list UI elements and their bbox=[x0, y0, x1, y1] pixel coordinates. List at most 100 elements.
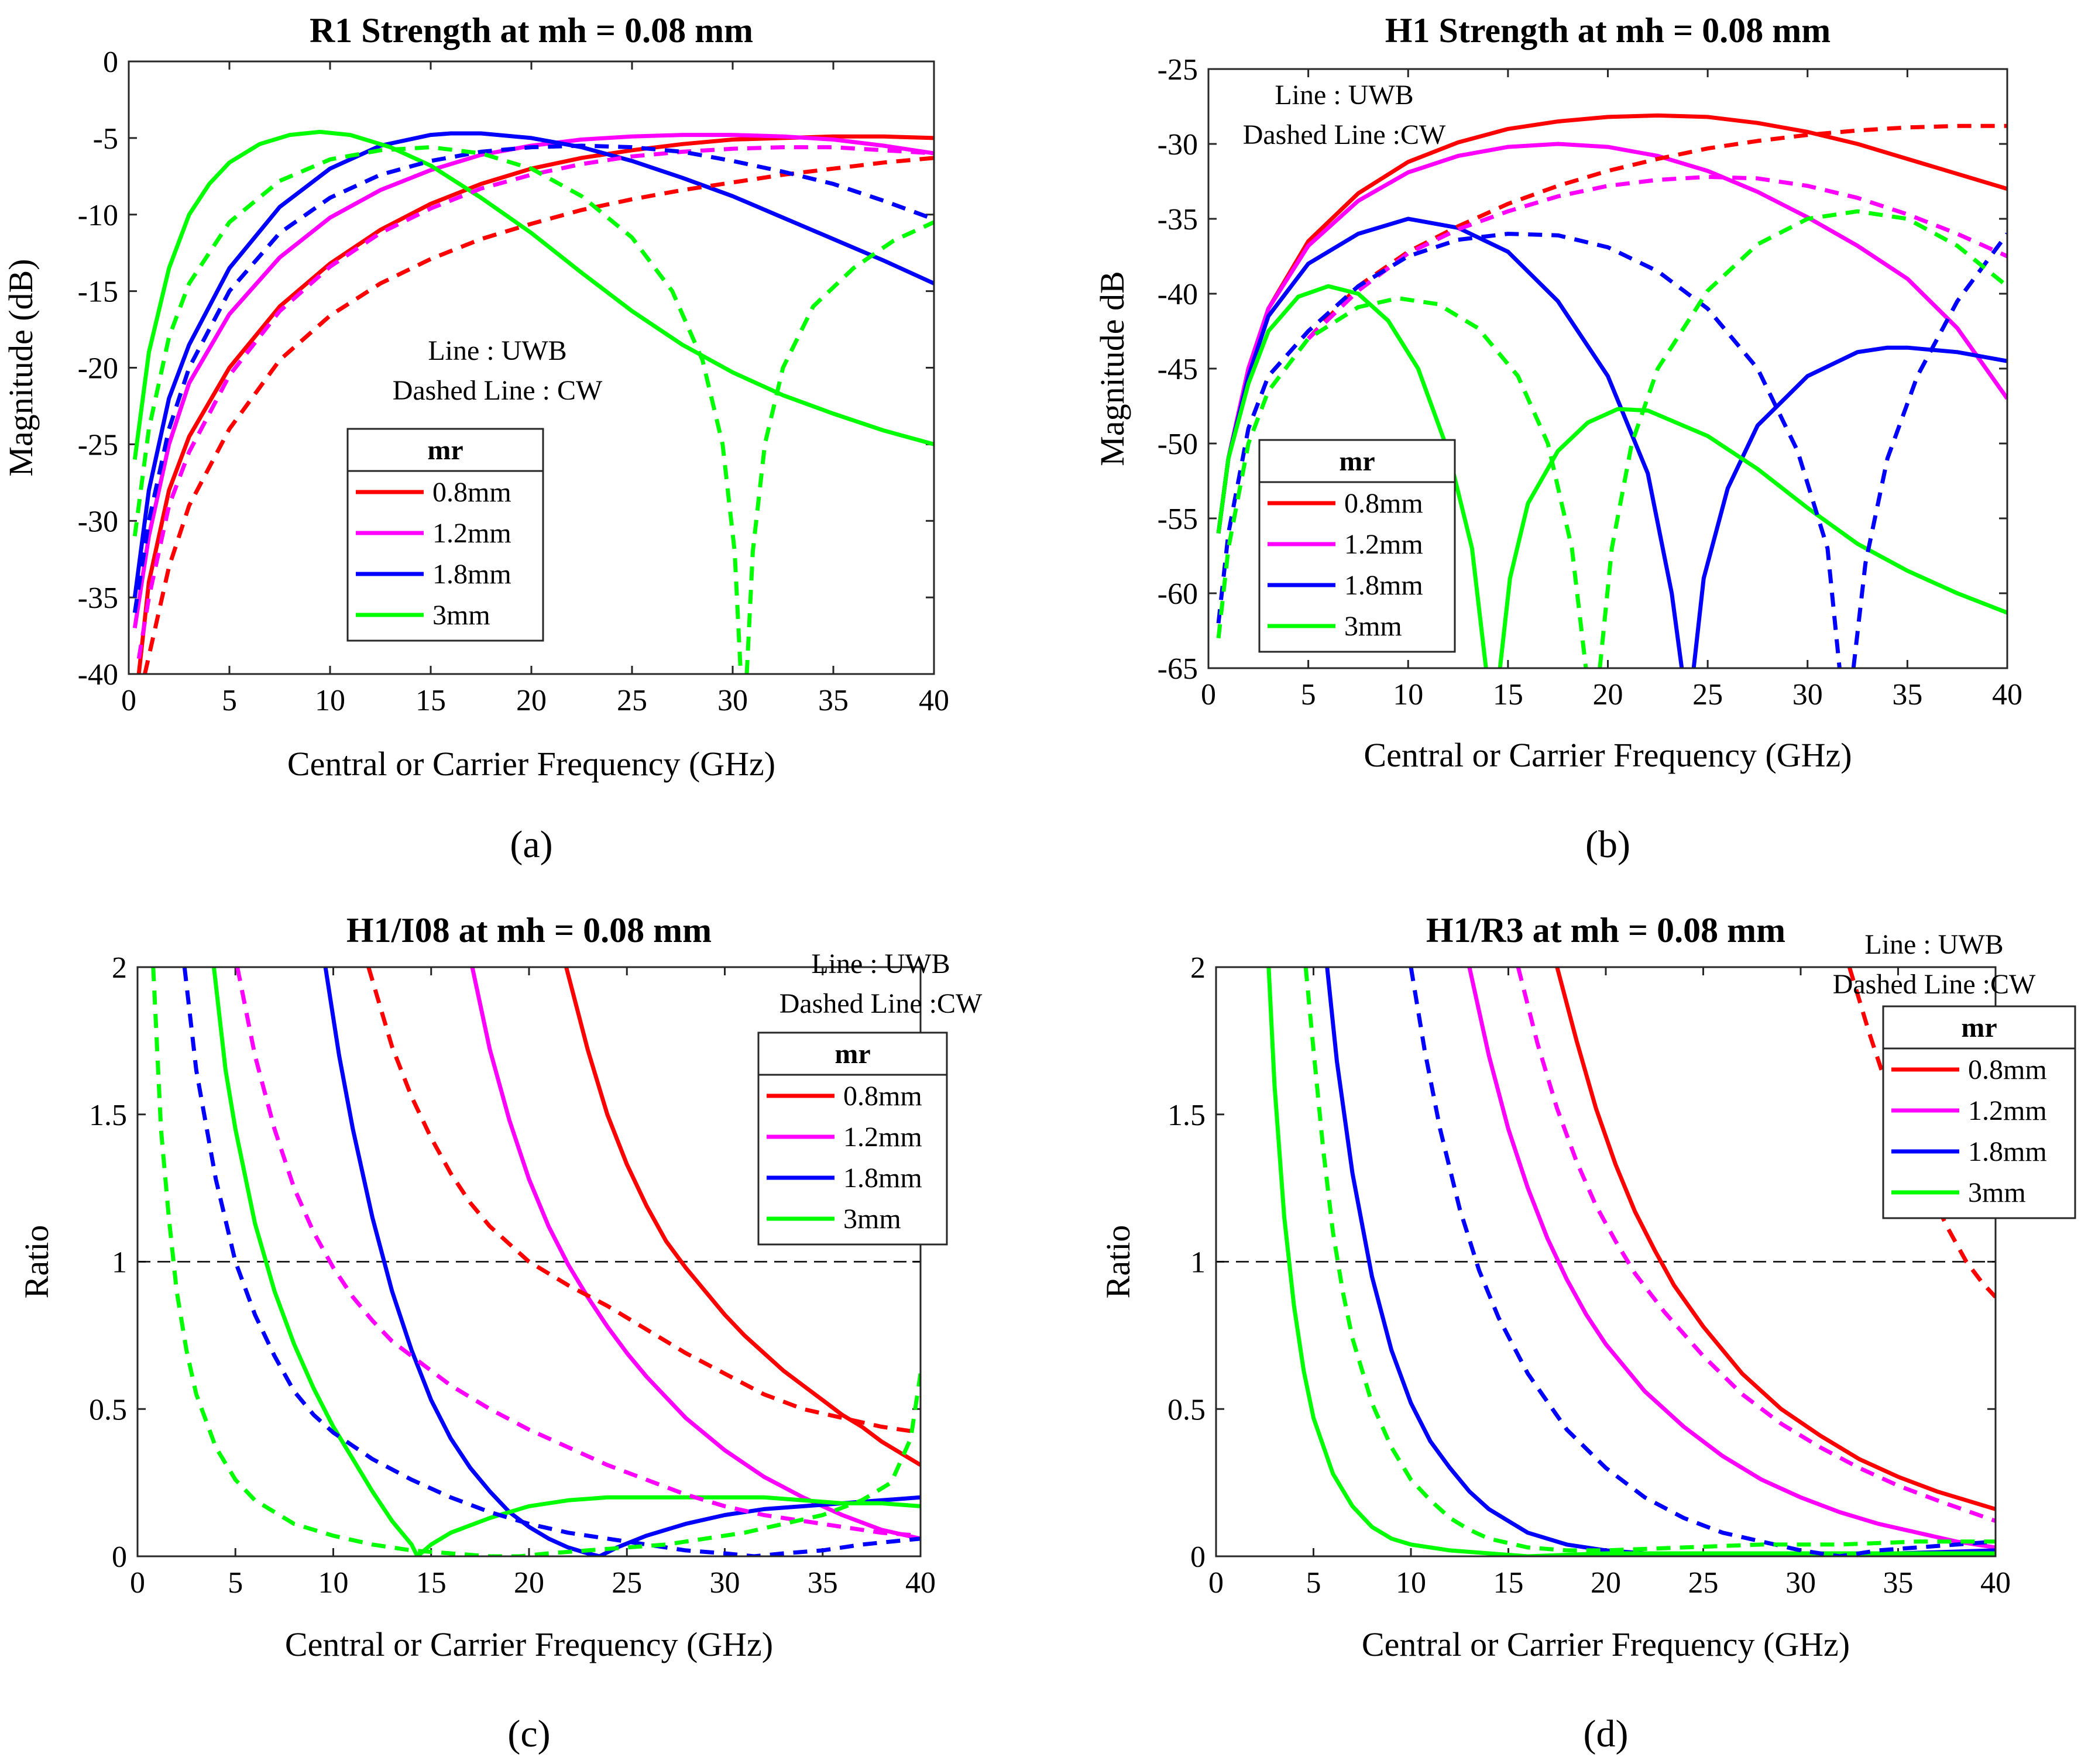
y-tick-label: 1 bbox=[112, 1246, 127, 1280]
x-tick-label: 10 bbox=[1396, 1566, 1426, 1600]
series-line-1p8mm-dashed bbox=[132, 143, 934, 613]
series-line-3mm-dashed bbox=[132, 145, 743, 674]
x-tick-label: 5 bbox=[228, 1566, 243, 1600]
series-group bbox=[1266, 967, 1996, 1556]
y-tick-label: -30 bbox=[78, 505, 118, 538]
y-tick-label: 0.5 bbox=[1167, 1393, 1206, 1426]
y-tick-label: -20 bbox=[78, 352, 118, 386]
axes-box bbox=[136, 966, 922, 1557]
axes-box bbox=[128, 60, 935, 675]
series-line-3mm-dashed bbox=[744, 220, 934, 674]
x-tick-label: 0 bbox=[1208, 1566, 1224, 1600]
y-tick-label: -40 bbox=[78, 658, 118, 692]
annotation-text: Dashed Line : CW bbox=[393, 375, 603, 406]
legend-entry: 1.8mm bbox=[432, 559, 511, 590]
x-axis-label: Central or Carrier Frequency (GHz) bbox=[1364, 736, 1852, 774]
x-tick-label: 15 bbox=[416, 1566, 447, 1600]
series-line-0p8mm-dashed bbox=[366, 967, 921, 1435]
legend-entry: 1.2mm bbox=[843, 1122, 922, 1153]
y-tick-label: 1.5 bbox=[89, 1099, 127, 1132]
chart-panel-c: 0 5 10 15 20 25 30 35 40 0 0.5 1 1.5 2 H1/I08 at mh = … bbox=[18, 911, 983, 1755]
series-line-1p2mm-solid bbox=[1216, 142, 2007, 534]
y-tick-label: -30 bbox=[1158, 128, 1198, 161]
x-tick-label: 25 bbox=[1692, 678, 1723, 711]
series-line-1p8mm-dashed bbox=[1216, 232, 1842, 668]
y-tick-label: 2 bbox=[112, 951, 127, 985]
x-tick-label: 0 bbox=[1201, 678, 1216, 711]
x-tick-label: 40 bbox=[919, 684, 949, 717]
x-tick-label: 25 bbox=[612, 1566, 642, 1600]
annotation-text: Line : UWB bbox=[811, 948, 950, 979]
annotation-text: Dashed Line :CW bbox=[1833, 969, 2036, 1000]
legend-entry: 0.8mm bbox=[1344, 488, 1423, 519]
y-tick-label: -45 bbox=[1158, 353, 1198, 386]
x-tick-label: 30 bbox=[710, 1566, 740, 1600]
x-tick-label: 35 bbox=[808, 1566, 838, 1600]
y-tick-label: -25 bbox=[78, 428, 118, 462]
x-axis-label: Central or Carrier Frequency (GHz) bbox=[1362, 1625, 1850, 1663]
legend-title: mr bbox=[1339, 446, 1375, 477]
y-tick-label: -40 bbox=[1158, 278, 1198, 311]
series-line-3mm-dashed bbox=[1303, 967, 1996, 1553]
legend-entry: 0.8mm bbox=[432, 477, 511, 508]
legend-entry: 3mm bbox=[432, 600, 490, 631]
y-tick-label: 0 bbox=[103, 46, 118, 79]
y-tick-label: 0 bbox=[112, 1541, 127, 1574]
series-line-3mm-dashed bbox=[1216, 296, 1588, 668]
legend: mr 0.8mm 1.2mm 1.8mm 3mm bbox=[1882, 1005, 2076, 1219]
x-axis-label: Central or Carrier Frequency (GHz) bbox=[285, 1625, 773, 1663]
y-tick-label: 2 bbox=[1190, 951, 1206, 985]
y-tick-label: 0 bbox=[1190, 1541, 1206, 1574]
y-tick-label: -50 bbox=[1158, 428, 1198, 461]
y-axis-label: Ratio bbox=[1099, 1225, 1137, 1299]
series-line-1p2mm-dashed bbox=[136, 145, 934, 659]
y-tick-label: 1.5 bbox=[1167, 1099, 1206, 1132]
axes-box bbox=[1207, 68, 2008, 669]
y-tick-label: -25 bbox=[1158, 53, 1198, 87]
series-group bbox=[132, 129, 934, 674]
y-tick-label: 1 bbox=[1190, 1246, 1206, 1280]
chart-title: R1 Strength at mh = 0.08 mm bbox=[310, 11, 753, 50]
panel-label: (a) bbox=[510, 823, 552, 866]
chart-title: H1/I08 at mh = 0.08 mm bbox=[346, 911, 712, 950]
series-line-1p8mm-dashed bbox=[1409, 967, 1996, 1556]
chart-panel-a: 0 5 10 15 20 25 30 35 40 -40 -35 -30 -25 -20 -15 -10 -5 0… bbox=[2, 11, 949, 866]
annotation-text: Line : UWB bbox=[1275, 80, 1413, 111]
series-line-1p8mm-solid bbox=[323, 967, 921, 1556]
x-tick-label: 30 bbox=[717, 684, 748, 717]
y-tick-label: -35 bbox=[78, 582, 118, 615]
series-line-0p8mm-solid bbox=[1555, 967, 1996, 1511]
series-line-3mm-dashed bbox=[1598, 209, 2007, 668]
series-line-0p8mm-solid bbox=[564, 967, 921, 1467]
x-tick-label: 30 bbox=[1785, 1566, 1816, 1600]
series-line-3mm-dashed bbox=[151, 967, 921, 1556]
x-tick-label: 25 bbox=[1688, 1566, 1719, 1600]
x-tick-label: 10 bbox=[1393, 678, 1423, 711]
x-tick-label: 5 bbox=[1301, 678, 1316, 711]
chart-title: H1 Strength at mh = 0.08 mm bbox=[1385, 11, 1831, 50]
series-line-1p8mm-solid bbox=[132, 131, 934, 598]
y-tick-label: -10 bbox=[78, 199, 118, 232]
legend-entry: 1.2mm bbox=[1344, 529, 1423, 560]
series-group bbox=[1216, 113, 2007, 668]
axes-box bbox=[1215, 966, 1997, 1557]
y-tick-label: -35 bbox=[1158, 203, 1198, 236]
series-line-3mm-solid bbox=[1498, 407, 2007, 668]
series-line-1p2mm-solid bbox=[132, 133, 934, 629]
annotation-text: Line : UWB bbox=[428, 335, 566, 366]
legend-entry: 3mm bbox=[1344, 611, 1402, 642]
y-axis-label: Magnitude (dB) bbox=[2, 259, 40, 476]
legend: mr 0.8mm 1.2mm 1.8mm 3mm bbox=[346, 428, 544, 642]
series-line-1p2mm-solid bbox=[1467, 967, 1996, 1550]
legend-title: mr bbox=[1961, 1012, 1997, 1043]
y-tick-label: -65 bbox=[1158, 652, 1198, 686]
x-tick-label: 0 bbox=[121, 684, 136, 717]
series-line-1p8mm-dashed bbox=[1851, 232, 2007, 668]
x-tick-label: 0 bbox=[130, 1566, 145, 1600]
y-tick-label: -15 bbox=[78, 276, 118, 309]
y-tick-label: -60 bbox=[1158, 577, 1198, 611]
series-line-1p8mm-solid bbox=[1216, 216, 1684, 668]
y-tick-label: 0.5 bbox=[89, 1393, 127, 1426]
series-line-1p2mm-dashed bbox=[1307, 174, 2007, 341]
